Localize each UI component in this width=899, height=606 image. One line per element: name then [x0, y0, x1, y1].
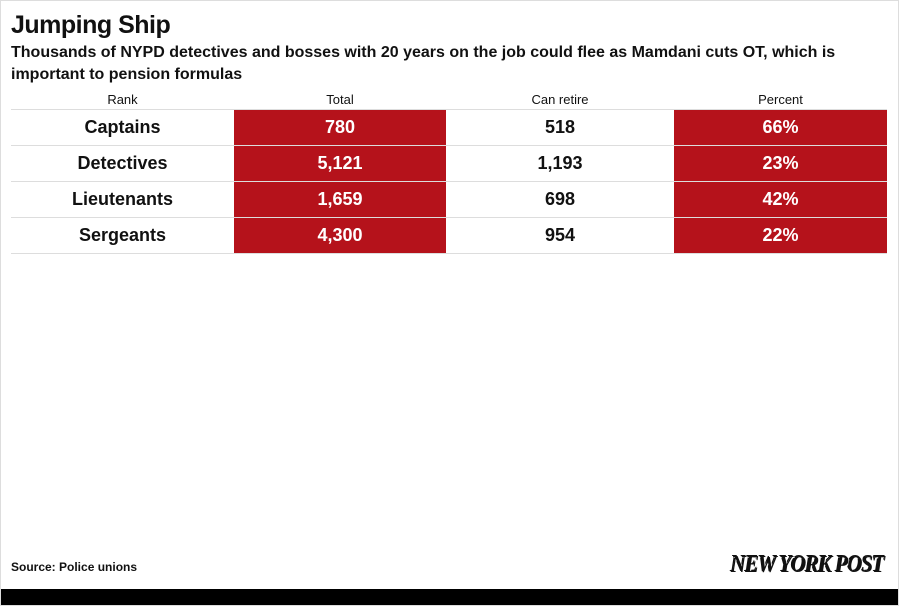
cell: 1,659 [234, 181, 446, 218]
logo: NEW YORK POST [730, 550, 885, 578]
data-table: Rank Total Can retire Percent Captains 780 51… [11, 89, 887, 254]
source: Source: Police unions [11, 560, 138, 574]
title: Jumping Ship [11, 11, 171, 39]
cell: 22% [674, 217, 887, 254]
cell: 4,300 [234, 217, 446, 254]
table-row: Sergeants 4,300 954 22% [11, 217, 887, 254]
row-label: Captains [11, 109, 234, 146]
row-label: Sergeants [11, 217, 234, 254]
cell: 42% [674, 181, 887, 218]
column-header: Total [326, 91, 354, 107]
cell: 5,121 [234, 145, 446, 182]
cell: 780 [234, 109, 446, 146]
cell: 954 [446, 217, 674, 254]
table-row: Detectives 5,121 1,193 23% [11, 145, 887, 182]
column-header: Percent [758, 91, 803, 107]
bottom-bar [1, 589, 898, 605]
cell: 518 [446, 109, 674, 146]
cell: 698 [446, 181, 674, 218]
header-row: Rank Total Can retire Percent [11, 89, 887, 110]
column-header: Rank [107, 91, 138, 107]
row-label: Detectives [11, 145, 234, 182]
column-header: Can retire [531, 91, 589, 107]
row-label: Lieutenants [11, 181, 234, 218]
cell: 1,193 [446, 145, 674, 182]
cell: 66% [674, 109, 887, 146]
cell: 23% [674, 145, 887, 182]
table-row: Lieutenants 1,659 698 42% [11, 181, 887, 218]
table-row: Captains 780 518 66% [11, 109, 887, 146]
table-body: Captains 780 518 66% Detectives 5,121 1,193 23%… [11, 109, 887, 254]
subtitle: Thousands of NYPD detectives and bosses … [11, 44, 836, 83]
